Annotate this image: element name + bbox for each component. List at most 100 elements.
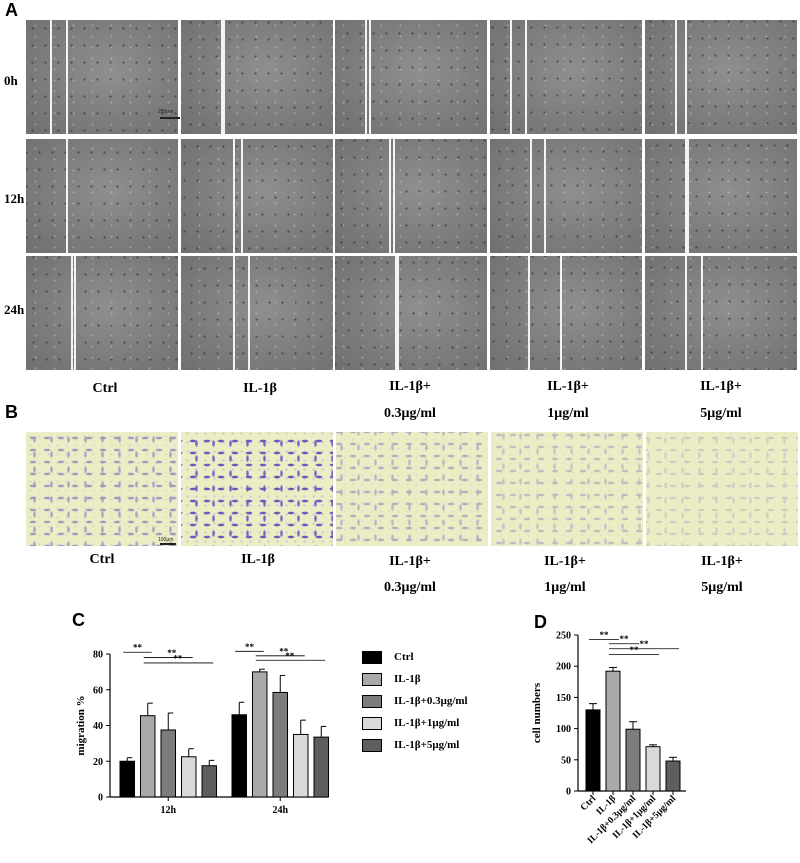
panel-a-wound-healing: 0h 12h 24h 250μm Ctrl IL-1β IL-1β+ 0.3μg…: [0, 0, 800, 430]
scale-bar-a-label: 250μm: [158, 109, 174, 115]
significance-label: **: [630, 645, 640, 655]
legend-swatch: [362, 694, 382, 708]
cell-texture: [645, 20, 797, 134]
micrograph-a-r1-c3: [490, 139, 642, 253]
wound-edge-left: [74, 256, 76, 370]
bar-0: [585, 709, 601, 792]
wound-edge-right: [241, 139, 243, 253]
cell-texture: [335, 20, 487, 134]
cell-texture: [490, 139, 642, 253]
micrograph-a-r1-c0: [26, 139, 178, 253]
cell-texture: [335, 256, 487, 370]
col-label-b-03-dose: 0.3μg/ml: [384, 580, 436, 595]
wound-edge-right: [525, 20, 527, 134]
y-tick-label: 20: [93, 757, 103, 768]
scale-bar-b: [160, 543, 176, 545]
panel-letter-a: A: [5, 0, 18, 20]
cell-texture: [181, 139, 333, 253]
bar-2: [625, 728, 641, 792]
legend-swatch: [362, 716, 382, 730]
y-tick-label: 50: [561, 755, 571, 766]
stained-cells: [26, 432, 178, 546]
bar-3: [645, 746, 661, 792]
wound-edge-right: [71, 256, 73, 370]
cell-texture: [26, 139, 178, 253]
significance-label: **: [285, 651, 295, 661]
wound-edge-right: [233, 256, 235, 370]
transwell-image-1: [181, 432, 333, 546]
transwell-image-0: [26, 432, 178, 546]
chart-c-legend: Ctrl IL-1β IL-1β+0.3μg/ml IL-1β+1μg/ml IL-1β…: [362, 650, 532, 760]
micrograph-a-r2-c2: [335, 256, 487, 370]
transwell-image-4: [646, 432, 798, 546]
bar-24h-1: [252, 671, 268, 798]
legend-label: IL-1β: [394, 673, 421, 685]
significance-label: **: [640, 639, 650, 649]
bar-12h-3: [181, 756, 197, 798]
micrograph-a-r2-c0: [26, 256, 178, 370]
col-label-b-ctrl: Ctrl: [89, 552, 115, 567]
legend-entry: IL-1β+1μg/ml: [362, 716, 459, 730]
cell-texture: [645, 139, 797, 253]
col-label-b-03: IL-1β+: [389, 554, 431, 569]
y-tick-label: 150: [556, 693, 571, 704]
micrograph-a-r1-c4: [645, 139, 797, 253]
col-label-a-1: IL-1β+: [547, 379, 589, 394]
significance-label: **: [245, 642, 255, 652]
scale-bar-b-label: 100μm: [158, 537, 174, 543]
x-tick-label-12h: 12h: [160, 805, 176, 816]
x-tick-label-24h: 24h: [272, 805, 288, 816]
bar-1: [605, 670, 621, 792]
micrograph-a-r0-c2: [335, 20, 487, 134]
micrograph-a-r0-c1: [181, 20, 333, 134]
legend-entry: IL-1β+5μg/ml: [362, 738, 459, 752]
legend-swatch: [362, 738, 382, 752]
transwell-image-2: [336, 432, 488, 546]
y-axis-label: migration %: [75, 695, 87, 755]
cell-texture: [490, 20, 642, 134]
col-label-b-1: IL-1β+: [544, 554, 586, 569]
y-tick-label: 0: [566, 787, 571, 798]
cell-texture: [181, 256, 333, 370]
scale-bar-a: [160, 117, 180, 119]
y-tick-label: 60: [93, 685, 103, 696]
col-label-a-ctrl: Ctrl: [92, 381, 118, 396]
legend-entry: IL-1β+0.3μg/ml: [362, 694, 468, 708]
micrograph-a-r0-c0: [26, 20, 178, 134]
legend-label: IL-1β+5μg/ml: [394, 739, 460, 751]
panel-letter-d: D: [534, 612, 547, 632]
y-tick-label: 40: [93, 721, 103, 732]
legend-entry: Ctrl: [362, 650, 414, 664]
significance-label: **: [600, 630, 610, 640]
micrograph-a-r1-c2: [335, 139, 487, 253]
micrograph-a-r2-c3: [490, 256, 642, 370]
cell-texture: [645, 256, 797, 370]
legend-swatch: [362, 672, 382, 686]
bar-4: [665, 760, 681, 792]
significance-label: **: [167, 648, 177, 658]
legend-label: IL-1β+0.3μg/ml: [394, 695, 468, 707]
col-label-a-03-dose: 0.3μg/ml: [384, 406, 436, 421]
significance-label: **: [620, 634, 630, 644]
cell-texture: [181, 20, 333, 134]
col-label-a-1-dose: 1μg/ml: [547, 406, 589, 421]
row-label-0h: 0h: [4, 73, 18, 88]
wound-edge-left: [675, 20, 677, 134]
cell-texture: [490, 256, 642, 370]
micrograph-a-r0-c4: [645, 20, 797, 134]
bar-12h-0: [119, 760, 135, 798]
stained-cells: [336, 432, 488, 546]
wound-edge-right: [395, 256, 397, 370]
wound-edge-right: [544, 139, 546, 253]
col-label-a-03: IL-1β+: [389, 379, 431, 394]
significance-label: **: [279, 646, 289, 656]
legend-label: Ctrl: [394, 651, 414, 663]
panel-letter-c: C: [72, 610, 85, 630]
stained-cells: [491, 432, 643, 546]
col-label-a-5-dose: 5μg/ml: [700, 406, 742, 421]
significance-label: **: [133, 643, 143, 653]
col-label-b-il1b: IL-1β: [241, 552, 275, 567]
wound-edge-left: [223, 20, 225, 134]
